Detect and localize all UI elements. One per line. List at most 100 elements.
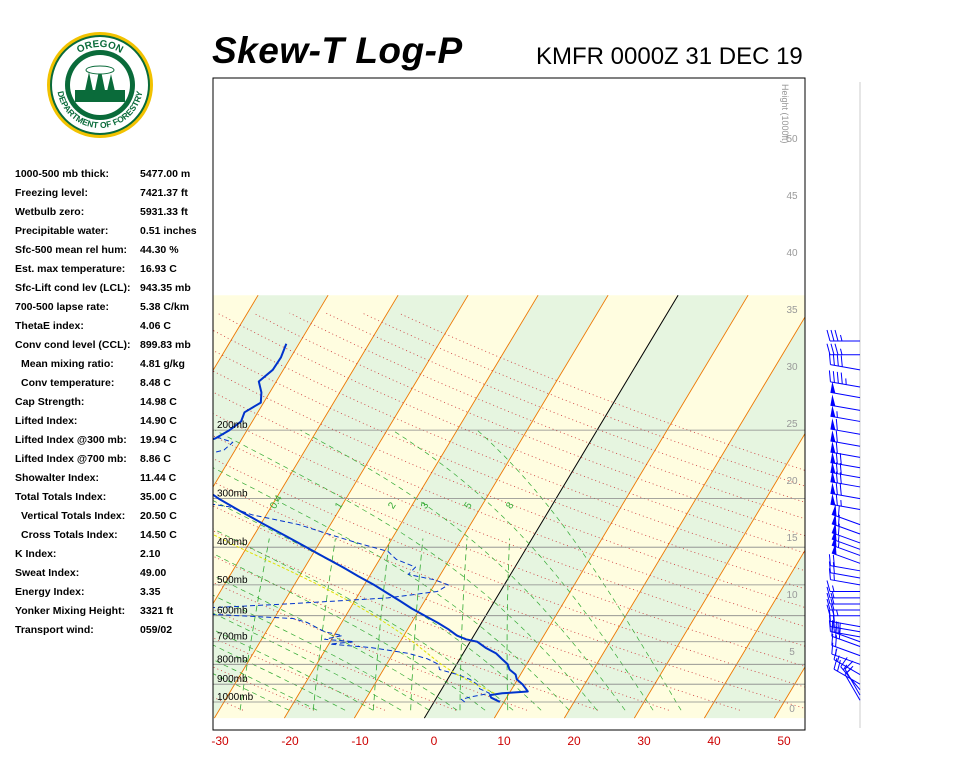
wind-barb-full: [835, 462, 838, 474]
wind-barb: [828, 561, 861, 579]
index-row: Lifted Index @300 mb: 19.94 C: [15, 434, 215, 453]
index-row: Conv cond level (CCL): 899.83 mb: [15, 339, 215, 358]
index-row: Sfc-Lift cond lev (LCL): 943.35 mb: [15, 282, 215, 301]
index-label: 700-500 lapse rate:: [15, 301, 109, 313]
index-row: Est. max temperature: 16.93 C: [15, 263, 215, 282]
freezing-isotherm: [423, 294, 679, 719]
wind-barb-full: [830, 592, 835, 605]
index-value: 4.06 C: [140, 320, 171, 332]
x-tick-label: 20: [567, 734, 581, 748]
moist-adiabat: [392, 429, 654, 711]
index-label: Sfc-500 mean rel hum:: [15, 244, 128, 256]
plot-border: [212, 77, 806, 731]
wind-barb: [830, 441, 861, 458]
moist-adiabat: [299, 429, 626, 711]
wind-barb: [831, 504, 861, 526]
isotherm: [703, 549, 805, 719]
index-label: Cap Strength:: [15, 396, 85, 408]
x-tick-label: 0: [431, 734, 438, 748]
index-row: Cross Totals Index: 14.50 C: [15, 529, 215, 548]
index-value: 20.50 C: [140, 510, 177, 522]
station-time-label: KMFR 0000Z 31 DEC 19: [536, 43, 803, 70]
index-value: 49.00: [140, 567, 167, 579]
wind-barb-full: [837, 523, 840, 536]
index-row: ThetaE index: 4.06 C: [15, 320, 215, 339]
index-label: Lifted Index @700 mb:: [15, 453, 127, 465]
wind-barb-half: [835, 649, 837, 656]
mixing-ratio-line: [239, 538, 270, 711]
wind-barb-full: [826, 592, 831, 605]
wind-barb-staff: [830, 620, 861, 628]
index-value: 5477.00 m: [140, 168, 191, 180]
wind-barb-staff: [830, 391, 861, 399]
mixing-ratio-label: 2: [386, 500, 399, 511]
temperature-band: [354, 295, 679, 719]
index-label: Sweat Index:: [15, 567, 80, 579]
temperature-profile-line: [213, 343, 529, 703]
isotherm: [213, 294, 329, 488]
pressure-label: 700mb: [217, 632, 248, 643]
isotherm: [213, 294, 259, 372]
wind-barb: [826, 580, 860, 593]
temperature-band: [0, 295, 118, 718]
moist-adiabat: [213, 553, 486, 711]
index-value: 8.86 C: [140, 453, 171, 465]
index-value: 16.93 C: [140, 263, 177, 275]
wind-barb: [826, 329, 860, 342]
index-value: 0.51 inches: [140, 225, 197, 237]
index-label: Est. max temperature:: [15, 263, 126, 275]
index-row: 1000-500 mb thick: 5477.00 m: [15, 168, 215, 187]
wind-barb-full: [832, 353, 835, 366]
wind-barb-full: [831, 633, 834, 646]
index-label: Wetbulb zero:: [15, 206, 85, 218]
wind-barb-staff: [830, 631, 861, 638]
x-tick-label: 30: [637, 734, 651, 748]
mixing-ratio-line: [312, 538, 336, 711]
index-row: Lifted Index @700 mb: 8.86 C: [15, 453, 215, 472]
wind-barb: [826, 343, 860, 356]
temperature-band: [284, 295, 609, 719]
dry-adiabat: [213, 582, 528, 711]
index-row: Cap Strength: 14.98 C: [15, 396, 215, 415]
index-value: 14.98 C: [140, 396, 177, 408]
dewpoint-profile-line: [213, 435, 491, 703]
mixing-ratio-line: [506, 538, 510, 711]
index-value: 4.81 g/kg: [140, 358, 185, 370]
isotherm: [493, 294, 749, 719]
wind-barb-full: [826, 586, 831, 599]
x-tick-label: 40: [707, 734, 721, 748]
wind-barb-staff: [833, 668, 861, 685]
index-value: 35.00 C: [140, 491, 177, 503]
wind-barb-staff: [831, 513, 861, 526]
wind-barb-staff: [831, 523, 861, 535]
mixing-ratio-line: [373, 538, 390, 711]
moist-adiabat: [213, 500, 542, 711]
index-row: Vertical Totals Index: 20.50 C: [15, 510, 215, 529]
wind-barb-full: [835, 441, 838, 454]
wind-barb: [833, 658, 861, 685]
wind-barb-half: [842, 664, 848, 671]
height-tick-label: 40: [786, 248, 798, 259]
wind-barb-flag: [830, 493, 836, 506]
index-value: 8.48 C: [140, 377, 171, 389]
chart-title: Skew-T Log-P: [212, 30, 463, 71]
index-value: 943.35 mb: [140, 282, 191, 294]
height-tick-label: 5: [789, 647, 795, 658]
isotherm: [213, 294, 399, 605]
wind-barb-staff: [830, 381, 861, 388]
wind-barb-full: [830, 343, 835, 355]
isotherm: [563, 316, 805, 719]
index-row: Lifted Index: 14.90 C: [15, 415, 215, 434]
index-value: 899.83 mb: [140, 339, 191, 351]
index-value: 3.35: [140, 586, 161, 598]
wind-barb-flag: [830, 441, 836, 454]
wind-barb-full: [839, 462, 842, 475]
wind-barb-full: [834, 343, 839, 355]
x-tick-label: -10: [351, 734, 369, 748]
isotherm: [283, 294, 539, 719]
svg-text:OREGON: OREGON: [75, 39, 125, 56]
index-row: Sweat Index: 49.00: [15, 567, 215, 586]
wind-barb: [828, 554, 861, 572]
wind-barb-full: [826, 598, 831, 611]
